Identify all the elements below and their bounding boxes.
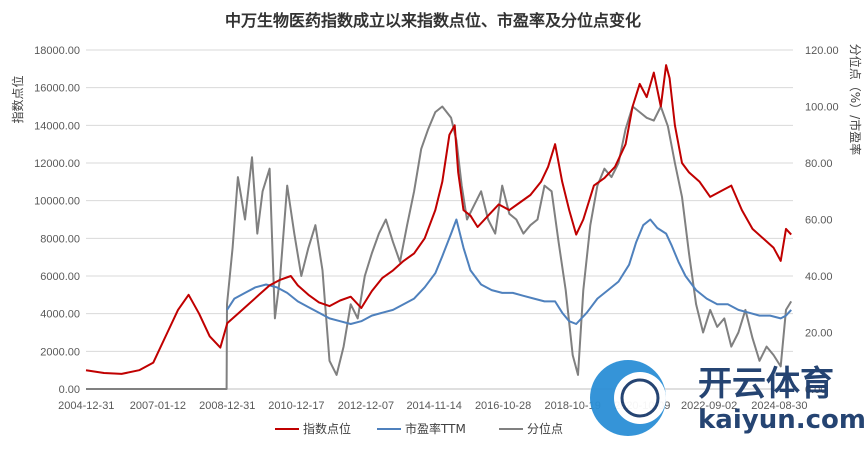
series-line-2 [86,105,793,390]
legend-entry-2: 分位点 [527,421,563,436]
grid-lines [86,49,793,390]
series-line-1 [226,218,792,325]
series-layer [85,64,793,390]
y-left-tick-label: 18000.00 [34,45,80,57]
y-left-tick-label: 12000.00 [34,158,80,170]
y-left-tick-label: 0.00 [59,384,80,396]
y-left-tick-label: 8000.00 [40,233,80,245]
x-tick-label: 2008-12-31 [199,400,255,412]
watermark-url-text: kaiyun.com [698,405,866,435]
x-tick-label: 2016-10-28 [475,400,531,412]
y-left-tick-label: 4000.00 [40,309,80,321]
y-right-tick-label: 80.00 [805,158,833,170]
watermark-ball-outline [620,378,660,418]
legend: 指数点位 市盈率TTM 分位点 [275,421,563,436]
x-tick-label: 2014-11-14 [406,400,461,412]
watermark-logo: 开云体育 kaiyun.com [590,360,866,436]
chart-title: 中万生物医药指数成立以来指数点位、市盈率及分位点变化 [225,11,641,30]
y-right-tick-label: 20.00 [805,328,833,340]
series-line-0 [85,64,792,375]
y-right-tick-label: 0.00 [805,384,826,396]
y-axis-left-ticks: 0.00 2000.00 4000.00 6000.00 8000.00 10000.00… [34,45,80,396]
y-right-tick-label: 100.00 [805,102,839,114]
watermark-brand-text: 开云体育 [698,364,834,404]
y-right-tick-label: 40.00 [805,271,833,283]
x-tick-label: 2010-12-17 [268,400,324,412]
y-right-tick-label: 60.00 [805,215,833,227]
y-axis-left-label: 指数点位 [10,75,25,123]
y-left-tick-label: 6000.00 [40,271,80,283]
x-tick-label: 2022-09-02 [681,400,737,412]
x-axis-ticks: 2004-12-31 2007-01-12 2008-12-31 2010-12-17… [58,400,807,412]
y-right-tick-label: 120.00 [805,45,839,57]
x-tick-label: 2012-12-07 [338,400,394,412]
y-left-tick-label: 14000.00 [34,120,80,132]
x-tick-label: 2018-10-19 [545,400,601,412]
y-left-tick-label: 2000.00 [40,346,80,358]
y-axis-right-ticks: 0.00 20.00 40.00 60.00 80.00 100.00 120.00 [805,45,839,396]
y-left-tick-label: 16000.00 [34,83,80,95]
x-tick-label: 2007-01-12 [130,400,186,412]
legend-entry-0: 指数点位 [303,421,351,436]
y-left-tick-label: 10000.00 [34,196,80,208]
legend-entry-1: 市盈率TTM [405,421,466,436]
x-tick-label: 2004-12-31 [58,400,114,412]
x-tick-label: 2024-08-30 [751,400,807,412]
y-axis-right-label: 分位点（%）/市盈率 [848,44,863,155]
